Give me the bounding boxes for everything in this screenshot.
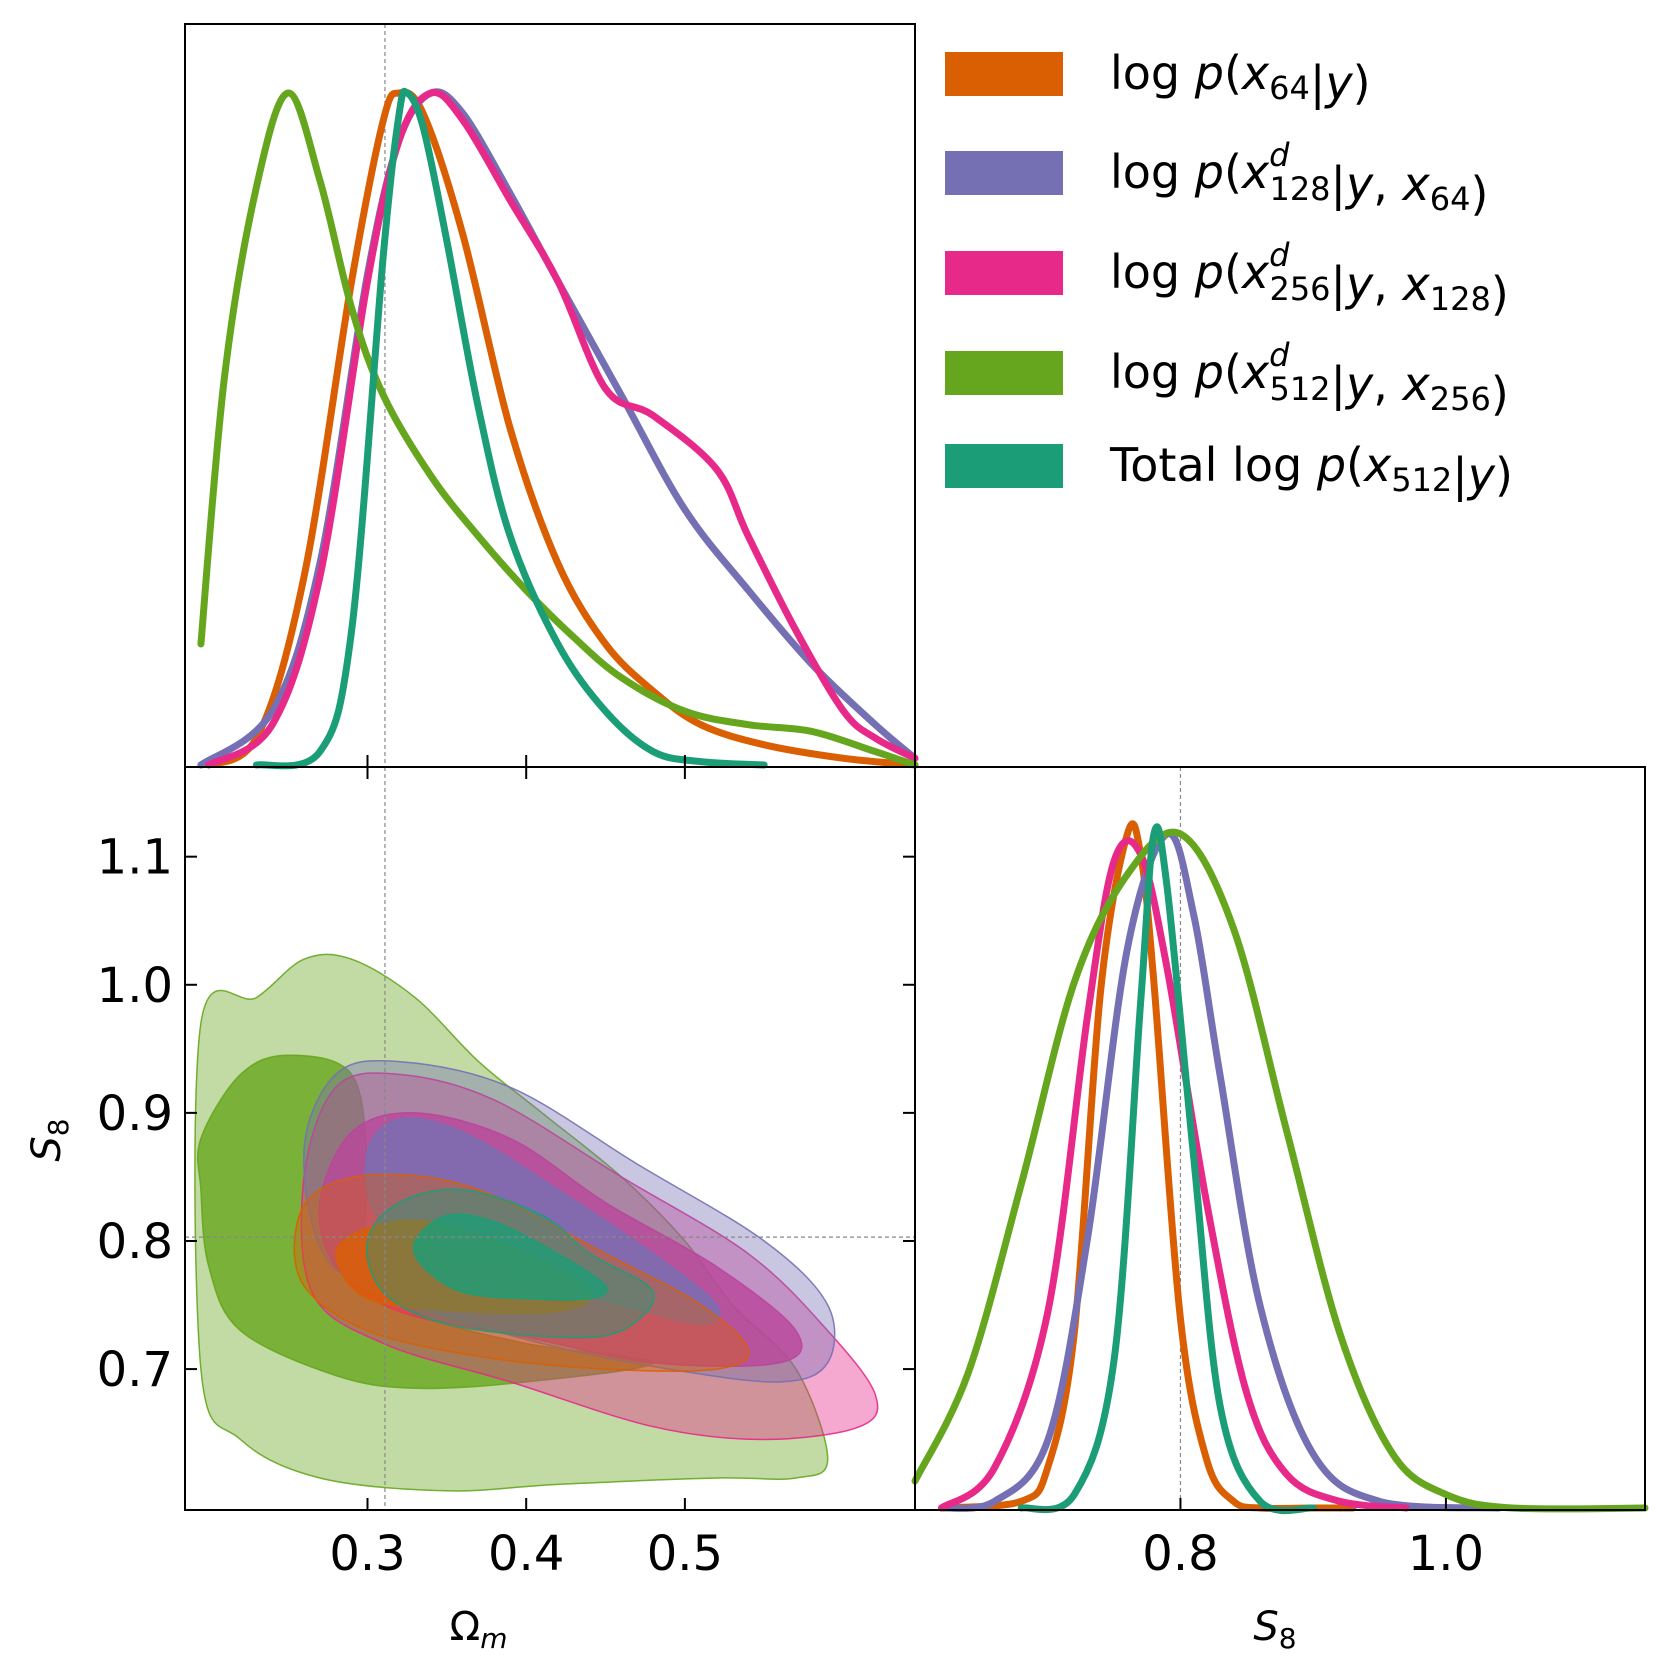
- right-x-tick-label-0: 0.8: [1142, 1526, 1218, 1582]
- y-tick-label-2: 0.9: [97, 1086, 173, 1142]
- legend-label-1: log p(xd 128|y, x64): [1110, 136, 1488, 221]
- legend-swatch-1: [945, 151, 1063, 195]
- omega-marginal-line-3: [197, 89, 919, 769]
- legend-label-4: Total log p(x512|y): [1109, 438, 1513, 503]
- s8-marginal-line-4: [1017, 823, 1317, 1515]
- x-tick-label-0: 0.3: [329, 1526, 405, 1582]
- omega-m-marginal-panel: [184, 23, 919, 770]
- legend-label-3: log p(xd 512|y, x256): [1110, 336, 1509, 421]
- omega-marginal-line-0: [197, 88, 919, 769]
- s8-marginal-line-1: [938, 830, 1503, 1512]
- x-tick-label-2: 0.5: [647, 1526, 723, 1582]
- y-tick-label-3: 1.0: [97, 958, 173, 1014]
- legend-swatch-4: [945, 444, 1063, 488]
- right-x-tick-label-1: 1.0: [1408, 1526, 1484, 1582]
- joint-contour-panel: 0.3 0.4 0.5 0.7 0.8 0.9 1.0 1.1 Ωm S8: [24, 766, 916, 1655]
- omega-marginal-line-4: [252, 87, 768, 770]
- s8-marginal-panel: 0.8 1.0 S8: [911, 766, 1649, 1655]
- y-tick-label-0: 0.7: [97, 1342, 173, 1398]
- y-axis-title-s8: S8: [24, 1118, 75, 1161]
- legend-swatch-0: [945, 52, 1063, 96]
- y-tick-label-1: 0.8: [97, 1214, 173, 1270]
- s8-marginal-line-3: [911, 828, 1649, 1513]
- y-tick-label-4: 1.1: [97, 830, 173, 886]
- contour-inner-9: [412, 1213, 608, 1301]
- right-x-axis-title-s8: S8: [1253, 1604, 1296, 1655]
- x-tick-label-1: 0.4: [488, 1526, 564, 1582]
- legend-swatch-2: [945, 251, 1063, 295]
- legend-label-2: log p(xd 256|y, x128): [1110, 236, 1509, 321]
- x-axis-title-omega: Ωm: [450, 1604, 508, 1655]
- right-panel-frame: [914, 766, 1646, 1511]
- omega-marginal-line-2: [205, 88, 919, 769]
- omega-marginal-line-1: [197, 88, 919, 769]
- legend: log p(x64|y) log p(xd 128|y, x64) log p(xd 2…: [945, 46, 1513, 503]
- legend-swatch-3: [945, 351, 1063, 395]
- legend-label-0: log p(x64|y): [1110, 46, 1371, 111]
- contour-fills: [194, 953, 879, 1492]
